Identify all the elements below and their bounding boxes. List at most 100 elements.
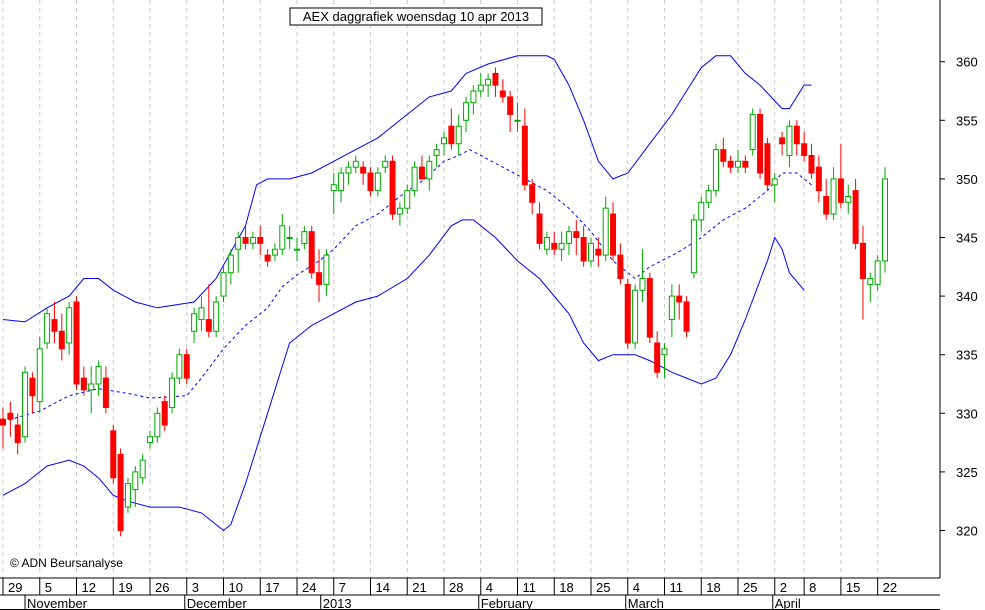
candle-body bbox=[859, 242, 866, 280]
candle-body bbox=[7, 412, 14, 420]
candle bbox=[139, 454, 146, 484]
candle-body bbox=[712, 149, 719, 192]
candle-body bbox=[455, 125, 462, 145]
candle-body bbox=[646, 278, 653, 338]
candle bbox=[110, 425, 117, 484]
x-tick-label: 7 bbox=[339, 580, 346, 595]
candle-body bbox=[205, 319, 212, 332]
x-tick-label: 10 bbox=[229, 580, 243, 595]
candle bbox=[271, 243, 278, 261]
candle-body bbox=[735, 160, 741, 168]
candle-body bbox=[242, 237, 249, 244]
candle-body bbox=[396, 207, 403, 215]
month-label: February bbox=[481, 596, 534, 610]
x-tick-label: 25 bbox=[596, 580, 610, 595]
candle-body bbox=[771, 178, 778, 186]
bollinger-upper-line bbox=[2, 55, 812, 323]
candle bbox=[374, 167, 381, 197]
candle bbox=[602, 196, 609, 261]
candle bbox=[859, 225, 866, 320]
candle bbox=[646, 272, 653, 343]
candle bbox=[536, 202, 543, 250]
candle-body bbox=[727, 160, 734, 168]
y-tick-label: 335 bbox=[956, 348, 978, 363]
month-label: 2013 bbox=[323, 596, 352, 610]
candle bbox=[352, 155, 359, 174]
candle bbox=[183, 348, 190, 384]
candle bbox=[161, 395, 168, 431]
candle bbox=[294, 237, 300, 261]
candle-body bbox=[257, 237, 264, 244]
candle-body bbox=[301, 231, 308, 244]
candle bbox=[595, 237, 602, 267]
candle bbox=[404, 184, 411, 215]
candle-body bbox=[477, 84, 484, 92]
candle bbox=[712, 143, 719, 197]
candle bbox=[573, 219, 580, 256]
candle-body bbox=[764, 143, 771, 186]
candle bbox=[565, 225, 572, 256]
candle-body bbox=[757, 113, 764, 174]
candle-body bbox=[44, 313, 51, 344]
candle-body bbox=[36, 348, 43, 403]
candle-body bbox=[124, 483, 131, 508]
candle bbox=[463, 96, 470, 133]
candle bbox=[154, 407, 161, 443]
candle bbox=[551, 231, 558, 256]
candle-body bbox=[749, 113, 756, 151]
month-label: December bbox=[187, 596, 248, 610]
candle-body bbox=[654, 342, 661, 373]
candle bbox=[690, 214, 697, 279]
candle-body bbox=[308, 231, 315, 274]
y-tick-label: 320 bbox=[956, 524, 978, 539]
candle-body bbox=[249, 237, 256, 244]
candle bbox=[580, 225, 587, 267]
month-label: April bbox=[775, 596, 801, 610]
candle-body bbox=[102, 377, 109, 408]
candle-body bbox=[404, 190, 411, 209]
candle bbox=[191, 307, 198, 343]
candle bbox=[147, 430, 153, 449]
x-tick-label: 4 bbox=[486, 580, 493, 595]
candle bbox=[705, 184, 712, 209]
candle bbox=[668, 284, 675, 338]
x-tick-label: 21 bbox=[412, 580, 426, 595]
candle-body bbox=[58, 330, 65, 350]
candle-body bbox=[95, 365, 102, 385]
candle-body bbox=[823, 195, 830, 215]
candle-body bbox=[161, 401, 168, 426]
candle bbox=[543, 231, 550, 256]
candle-body bbox=[683, 301, 690, 332]
candle bbox=[330, 173, 337, 215]
candle bbox=[338, 167, 345, 203]
candle-body bbox=[147, 436, 153, 444]
candle-body bbox=[198, 307, 205, 321]
candle-body bbox=[169, 377, 176, 408]
candle bbox=[73, 296, 80, 390]
candle-body bbox=[374, 172, 381, 192]
x-tick-label: 18 bbox=[706, 580, 720, 595]
candle bbox=[227, 249, 234, 285]
candle-body bbox=[470, 90, 477, 104]
candle-body bbox=[874, 260, 881, 285]
candle-body bbox=[294, 248, 300, 251]
candle-body bbox=[602, 207, 609, 256]
y-tick-label: 325 bbox=[956, 465, 978, 480]
candle bbox=[507, 91, 514, 133]
candle bbox=[661, 342, 668, 379]
x-tick-label: 18 bbox=[559, 580, 573, 595]
candle bbox=[66, 301, 73, 355]
candle-body bbox=[14, 424, 21, 444]
candle bbox=[264, 249, 271, 267]
candle-body bbox=[441, 137, 447, 145]
candle-body bbox=[279, 225, 286, 250]
candle-body bbox=[183, 354, 190, 379]
candle-body bbox=[352, 160, 359, 168]
candle bbox=[558, 231, 565, 261]
candle bbox=[249, 231, 256, 250]
candle-body bbox=[492, 72, 499, 86]
candle-body bbox=[426, 160, 433, 180]
candle-body bbox=[588, 242, 594, 262]
candle bbox=[764, 137, 771, 191]
y-tick-label: 330 bbox=[956, 406, 978, 421]
